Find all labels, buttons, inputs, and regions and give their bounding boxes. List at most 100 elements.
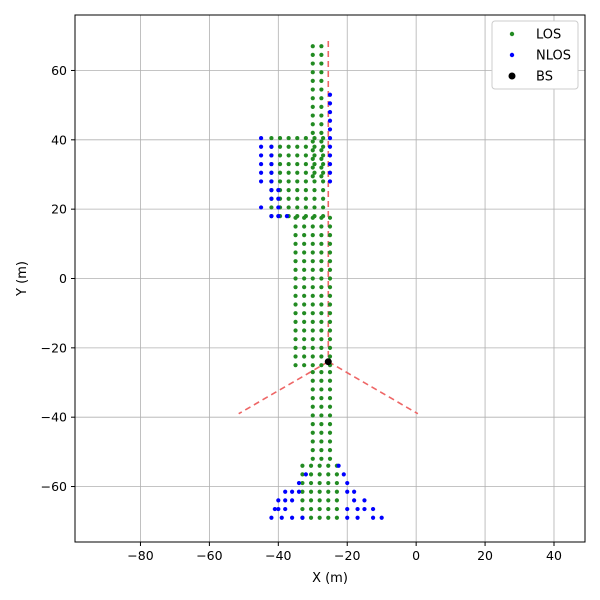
los-point xyxy=(269,205,274,210)
los-point xyxy=(319,87,324,92)
nlos-point xyxy=(258,144,264,149)
los-point xyxy=(286,144,291,149)
los-point xyxy=(310,87,315,92)
los-point xyxy=(308,498,314,503)
los-point xyxy=(326,472,331,477)
los-point xyxy=(319,422,324,427)
los-point xyxy=(319,113,324,118)
los-point xyxy=(317,489,322,494)
los-point xyxy=(312,153,317,158)
los-point xyxy=(319,378,324,383)
los-point xyxy=(310,250,315,255)
los-point xyxy=(317,480,322,486)
los-point xyxy=(334,480,339,486)
los-point xyxy=(300,463,305,468)
los-point xyxy=(334,515,339,520)
legend-label-nlos: NLOS xyxy=(536,49,571,64)
nlos-point xyxy=(327,161,333,167)
los-point xyxy=(319,430,324,435)
los-point xyxy=(277,144,283,149)
nlos-point xyxy=(269,144,274,149)
nlos-point xyxy=(258,179,264,184)
los-point xyxy=(302,285,307,290)
beam-line xyxy=(238,361,329,415)
los-point xyxy=(295,161,300,167)
nlos-point xyxy=(283,489,288,494)
los-point xyxy=(293,311,298,316)
los-point xyxy=(327,387,333,392)
nlos-point xyxy=(370,515,376,520)
los-point xyxy=(277,161,283,167)
los-point xyxy=(293,302,298,307)
y-tick-label: −40 xyxy=(41,410,67,425)
los-point xyxy=(300,489,305,494)
los-point xyxy=(310,363,315,368)
los-point xyxy=(321,187,326,193)
los-point xyxy=(302,354,307,359)
los-point xyxy=(310,224,315,229)
nlos-point xyxy=(379,515,384,520)
los-point xyxy=(326,489,331,494)
los-point xyxy=(310,422,315,427)
legend-marker-nlos xyxy=(509,52,515,58)
los-point xyxy=(308,515,314,520)
los-point xyxy=(295,205,300,210)
los-point xyxy=(300,498,305,503)
los-point xyxy=(327,456,333,461)
los-point xyxy=(317,463,322,468)
data-points xyxy=(258,44,384,520)
los-point xyxy=(319,285,324,290)
los-point xyxy=(319,448,324,453)
los-point xyxy=(319,96,324,101)
los-point xyxy=(300,480,305,486)
los-point xyxy=(302,337,307,342)
legend-label-los: LOS xyxy=(536,28,561,43)
los-point xyxy=(327,241,333,246)
los-point xyxy=(319,337,324,342)
nlos-point xyxy=(269,515,274,520)
los-point xyxy=(300,472,305,477)
los-point xyxy=(319,44,324,49)
los-point xyxy=(308,463,314,468)
nlos-point xyxy=(327,135,333,141)
nlos-point xyxy=(276,196,281,201)
los-point xyxy=(295,170,300,175)
legend-marker-bs xyxy=(508,72,516,80)
los-point xyxy=(300,506,305,512)
los-point xyxy=(293,267,298,272)
los-point xyxy=(327,285,333,290)
nlos-point xyxy=(336,463,341,468)
los-point xyxy=(321,170,326,175)
legend: LOS NLOS BS xyxy=(491,20,579,90)
los-point xyxy=(319,174,324,179)
los-point xyxy=(277,153,283,158)
los-point xyxy=(327,378,333,383)
nlos-point xyxy=(283,498,288,503)
los-point xyxy=(293,241,298,246)
los-point xyxy=(303,170,308,175)
los-point xyxy=(327,345,333,350)
los-point xyxy=(319,241,324,246)
nlos-point xyxy=(370,506,376,512)
legend-label-bs: BS xyxy=(536,70,553,85)
los-point xyxy=(319,259,324,264)
los-point xyxy=(319,413,324,418)
los-point xyxy=(302,250,307,255)
los-point xyxy=(319,456,324,461)
nlos-point xyxy=(327,118,333,123)
los-point xyxy=(302,319,307,324)
los-point xyxy=(319,250,324,255)
nlos-point xyxy=(345,506,350,512)
los-point xyxy=(334,489,339,494)
los-point xyxy=(293,215,298,220)
los-point xyxy=(327,302,333,307)
los-point xyxy=(310,448,315,453)
los-point xyxy=(310,413,315,418)
los-point xyxy=(319,404,324,409)
los-point xyxy=(308,506,314,512)
los-point xyxy=(286,170,291,175)
los-point xyxy=(277,135,283,141)
nlos-point xyxy=(269,187,274,193)
los-point xyxy=(303,135,308,141)
